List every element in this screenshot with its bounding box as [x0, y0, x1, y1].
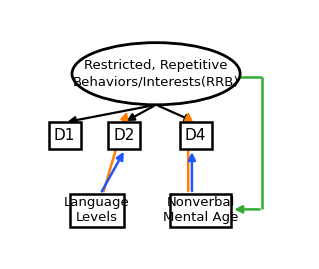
Ellipse shape: [72, 43, 240, 105]
Text: Nonverbal
Mental Age: Nonverbal Mental Age: [163, 196, 238, 224]
Text: D4: D4: [185, 128, 206, 143]
FancyBboxPatch shape: [108, 122, 140, 149]
Text: D2: D2: [113, 128, 135, 143]
FancyBboxPatch shape: [70, 194, 124, 227]
Text: Restricted, Repetitive
Behaviors/Interests(RRB): Restricted, Repetitive Behaviors/Interes…: [73, 59, 239, 88]
FancyBboxPatch shape: [180, 122, 212, 149]
FancyBboxPatch shape: [170, 194, 232, 227]
Text: D1: D1: [54, 128, 75, 143]
Text: Language
Levels: Language Levels: [64, 196, 130, 224]
FancyBboxPatch shape: [48, 122, 81, 149]
